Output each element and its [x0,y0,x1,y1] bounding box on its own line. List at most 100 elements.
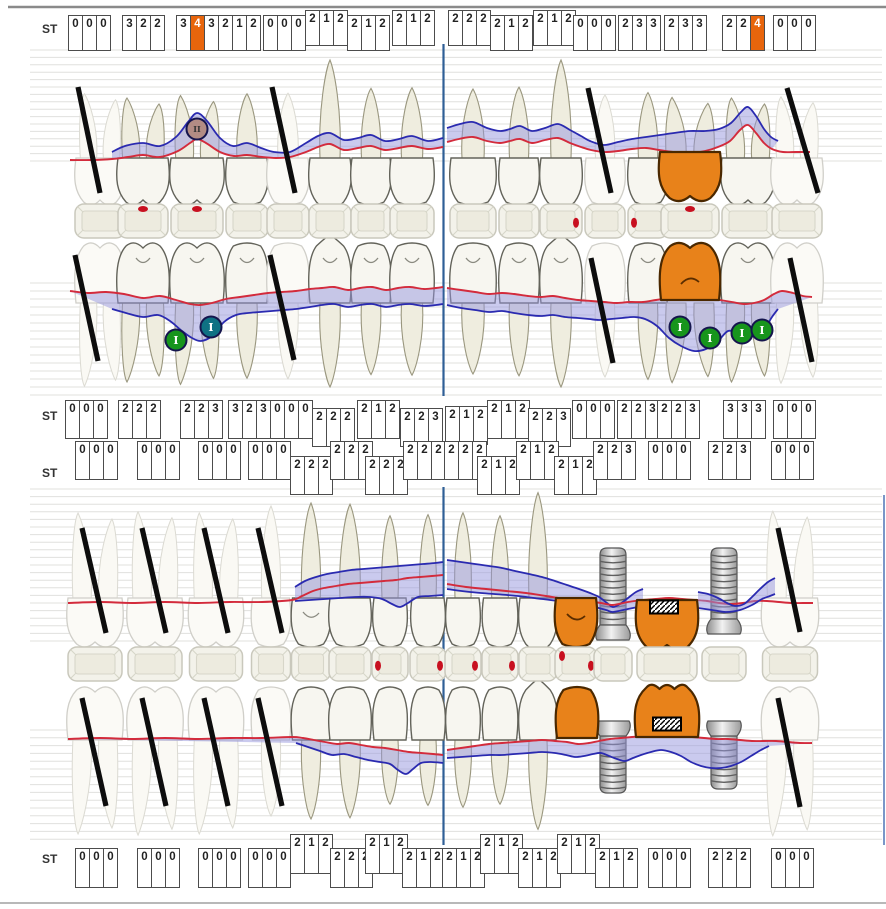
probing-depth-cell[interactable]: 1 [379,834,394,874]
probing-depth-cell[interactable]: 2 [420,10,435,46]
probing-depth-cell[interactable]: 0 [298,400,313,439]
occlusal-surface[interactable] [117,203,169,239]
missing-tooth[interactable] [187,686,245,836]
probing-depth-cell[interactable]: 2 [330,441,345,480]
furcation-grade-marker[interactable]: I [668,315,692,339]
occlusal-surface[interactable] [660,203,720,239]
occlusal-surface[interactable] [539,203,583,239]
probing-depth-cell[interactable]: 2 [194,400,209,439]
occlusal-surface[interactable] [701,646,747,682]
probing-depth-cell[interactable]: 0 [89,848,104,888]
probing-depth-cell[interactable]: 3 [256,400,271,439]
furcation-grade-marker[interactable]: I [750,318,774,342]
probing-depth-cell[interactable]: 2 [242,400,257,439]
probing-depth-cell[interactable]: 0 [137,441,152,480]
probing-depth-cell[interactable]: 0 [276,441,291,480]
probing-depth-cell[interactable]: 2 [431,441,446,480]
prosthetic-crown[interactable] [633,683,701,739]
probing-depth-cell[interactable]: 1 [406,10,421,46]
probing-depth-cell[interactable]: 3 [678,15,693,51]
prosthetic-crown[interactable] [658,241,722,302]
probing-depth-cell[interactable]: 1 [530,441,545,480]
occlusal-surface[interactable] [409,646,447,682]
probing-depth-cell[interactable]: 2 [736,848,751,888]
probing-depth-cell[interactable]: 2 [218,15,233,51]
probing-depth-cell[interactable]: 2 [458,441,473,480]
probing-depth-cell[interactable]: 3 [556,408,571,447]
probing-depth-cell[interactable]: 0 [262,441,277,480]
occlusal-surface[interactable] [127,646,183,682]
probing-depth-cell[interactable]: 0 [165,848,180,888]
probing-depth-cell[interactable]: 1 [456,848,471,888]
probing-depth-cell[interactable]: 2 [417,441,432,480]
probing-depth-cell[interactable]: 0 [103,441,118,480]
probing-depth-cell[interactable]: 0 [137,848,152,888]
probing-depth-cell[interactable]: 3 [176,15,191,51]
probing-depth-cell[interactable]: 2 [607,441,622,480]
probing-depth-cell[interactable]: 0 [263,15,278,51]
probing-depth-cell[interactable]: 0 [96,15,111,51]
probing-depth-cell[interactable]: 0 [212,441,227,480]
probing-depth-cell[interactable]: 1 [504,15,519,51]
probing-depth-cell[interactable]: 2 [490,15,505,51]
probing-depth-cell[interactable]: 0 [573,15,588,51]
occlusal-surface[interactable] [498,203,540,239]
probing-depth-cell[interactable]: 1 [459,406,474,445]
probing-depth-cell[interactable]: 0 [662,441,677,480]
furcation-grade-marker[interactable]: I [199,315,223,339]
probing-depth-cell[interactable]: 0 [787,400,802,439]
occlusal-surface[interactable] [389,203,435,239]
probing-depth-cell[interactable]: 2 [722,441,737,480]
furcation-grade-marker[interactable]: I [698,326,722,350]
probing-depth-cell[interactable]: 0 [75,848,90,888]
probing-depth-cell[interactable]: 2 [518,15,533,51]
probing-depth-cell[interactable]: 0 [165,441,180,480]
probing-depth-cell[interactable]: 3 [723,400,738,439]
probing-depth-cell[interactable]: 2 [403,441,418,480]
occlusal-surface[interactable] [584,203,626,239]
probing-depth-cell[interactable]: 2 [554,456,569,495]
probing-depth-cell[interactable]: 0 [291,15,306,51]
probing-depth-cell[interactable]: 0 [226,848,241,888]
probing-depth-cell[interactable]: 2 [736,15,751,51]
occlusal-surface[interactable] [761,646,819,682]
probing-depth-cell[interactable]: 3 [208,400,223,439]
prosthetic-crown[interactable] [554,685,600,740]
tooth[interactable] [307,234,353,389]
implant[interactable] [706,547,742,635]
probing-depth-cell[interactable]: 3 [122,15,137,51]
probing-depth-cell[interactable]: 4 [190,15,205,51]
probing-depth-cell[interactable]: 1 [371,400,386,439]
probing-depth-cell[interactable]: 2 [344,848,359,888]
probing-depth-cell[interactable]: 2 [445,406,460,445]
probing-depth-cell[interactable]: 2 [402,848,417,888]
